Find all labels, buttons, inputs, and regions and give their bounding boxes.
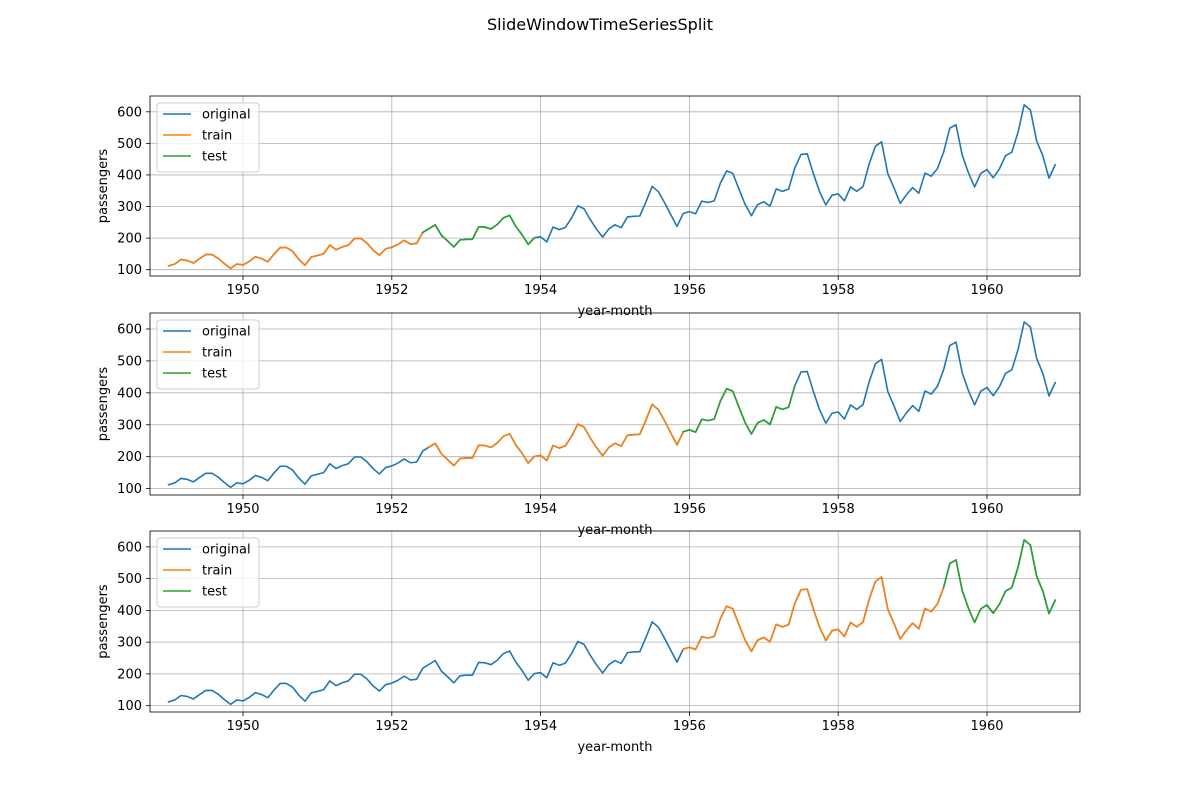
- y-axis-label: passengers: [96, 367, 111, 442]
- x-tick-label: 1960: [970, 502, 1003, 517]
- x-tick-label: 1952: [375, 502, 408, 517]
- x-tick-label: 1952: [375, 719, 408, 734]
- x-tick-label: 1958: [822, 719, 855, 734]
- legend-frame: [156, 537, 260, 608]
- axes-frame: [149, 312, 1081, 496]
- series-original: [167, 321, 1057, 489]
- chart-title: SlideWindowTimeSeriesSplit: [487, 15, 713, 34]
- y-tick-label: 300: [117, 200, 142, 215]
- legend-label-train: train: [202, 129, 232, 144]
- series-original: [167, 104, 1057, 270]
- series-test: [682, 384, 796, 435]
- x-tick-label: 1954: [524, 502, 557, 517]
- x-tick-label: 1950: [226, 719, 259, 734]
- x-tick-label: 1954: [524, 719, 557, 734]
- x-tick-label: 1954: [524, 283, 557, 298]
- grid: [150, 531, 1080, 712]
- x-tick-label: 1956: [673, 719, 706, 734]
- y-tick-label: 100: [117, 263, 142, 278]
- y-tick-label: 400: [117, 386, 142, 401]
- series-train: [167, 231, 424, 270]
- y-axis-label: passengers: [96, 149, 111, 224]
- legend: original train test: [156, 537, 260, 608]
- y-tick-label: 200: [117, 232, 142, 247]
- y-tick-label: 400: [117, 604, 142, 619]
- x-tick-label: 1960: [970, 719, 1003, 734]
- y-tick-label: 400: [117, 168, 142, 183]
- subplot-2: 1950 1952 1954 1956 1958 1960 100 200 300 400 500 6…: [96, 312, 1081, 538]
- legend-label-original: original: [202, 543, 251, 558]
- y-tick-label: 100: [117, 482, 142, 497]
- x-tick-label: 1958: [822, 283, 855, 298]
- axes-frame: [149, 95, 1081, 277]
- series-test: [421, 214, 536, 248]
- y-axis-label: passengers: [96, 584, 111, 659]
- x-tick-label: 1952: [375, 283, 408, 298]
- y-tick-label: 100: [117, 699, 142, 714]
- x-axis-label: year-month: [577, 523, 652, 538]
- series-original: [167, 539, 1057, 706]
- x-axis-label: year-month: [577, 740, 652, 755]
- y-tick-label: 600: [117, 322, 142, 337]
- y-tick-label: 300: [117, 418, 142, 433]
- x-tick-label: 1958: [822, 502, 855, 517]
- subplot-3: 1950 1952 1954 1956 1958 1960 100 200 300 400 500 6…: [96, 530, 1081, 755]
- legend-label-test: test: [202, 585, 227, 600]
- series-test: [942, 539, 1057, 624]
- subplot-1: 1950 1952 1954 1956 1958 1960 100 200 300 400 500 6…: [96, 95, 1081, 319]
- legend-label-original: original: [202, 108, 251, 123]
- x-tick-label: 1950: [226, 502, 259, 517]
- legend-frame: [156, 102, 260, 173]
- y-tick-label: 200: [117, 450, 142, 465]
- x-tick-label: 1956: [673, 283, 706, 298]
- x-tick-label: 1956: [673, 502, 706, 517]
- legend: original train test: [156, 319, 260, 390]
- x-tick-label: 1960: [970, 283, 1003, 298]
- axes-frame: [149, 530, 1081, 713]
- series-train: [427, 403, 685, 467]
- x-tick-label: 1950: [226, 283, 259, 298]
- y-tick-label: 500: [117, 137, 142, 152]
- legend-label-test: test: [202, 150, 227, 165]
- legend-label-original: original: [202, 325, 251, 340]
- legend: original train test: [156, 102, 260, 173]
- legend-frame: [156, 319, 260, 390]
- legend-label-test: test: [202, 367, 227, 382]
- subplots: 1950 1952 1954 1956 1958 1960 100 200 300 400 500 6…: [96, 95, 1081, 755]
- y-tick-label: 500: [117, 572, 142, 587]
- legend-label-train: train: [202, 564, 232, 579]
- y-tick-label: 500: [117, 354, 142, 369]
- y-tick-label: 600: [117, 105, 142, 120]
- y-tick-label: 200: [117, 667, 142, 682]
- series-train: [682, 576, 945, 653]
- x-axis-label: year-month: [577, 304, 652, 319]
- legend-label-train: train: [202, 346, 232, 361]
- y-tick-label: 300: [117, 636, 142, 651]
- y-tick-label: 600: [117, 540, 142, 555]
